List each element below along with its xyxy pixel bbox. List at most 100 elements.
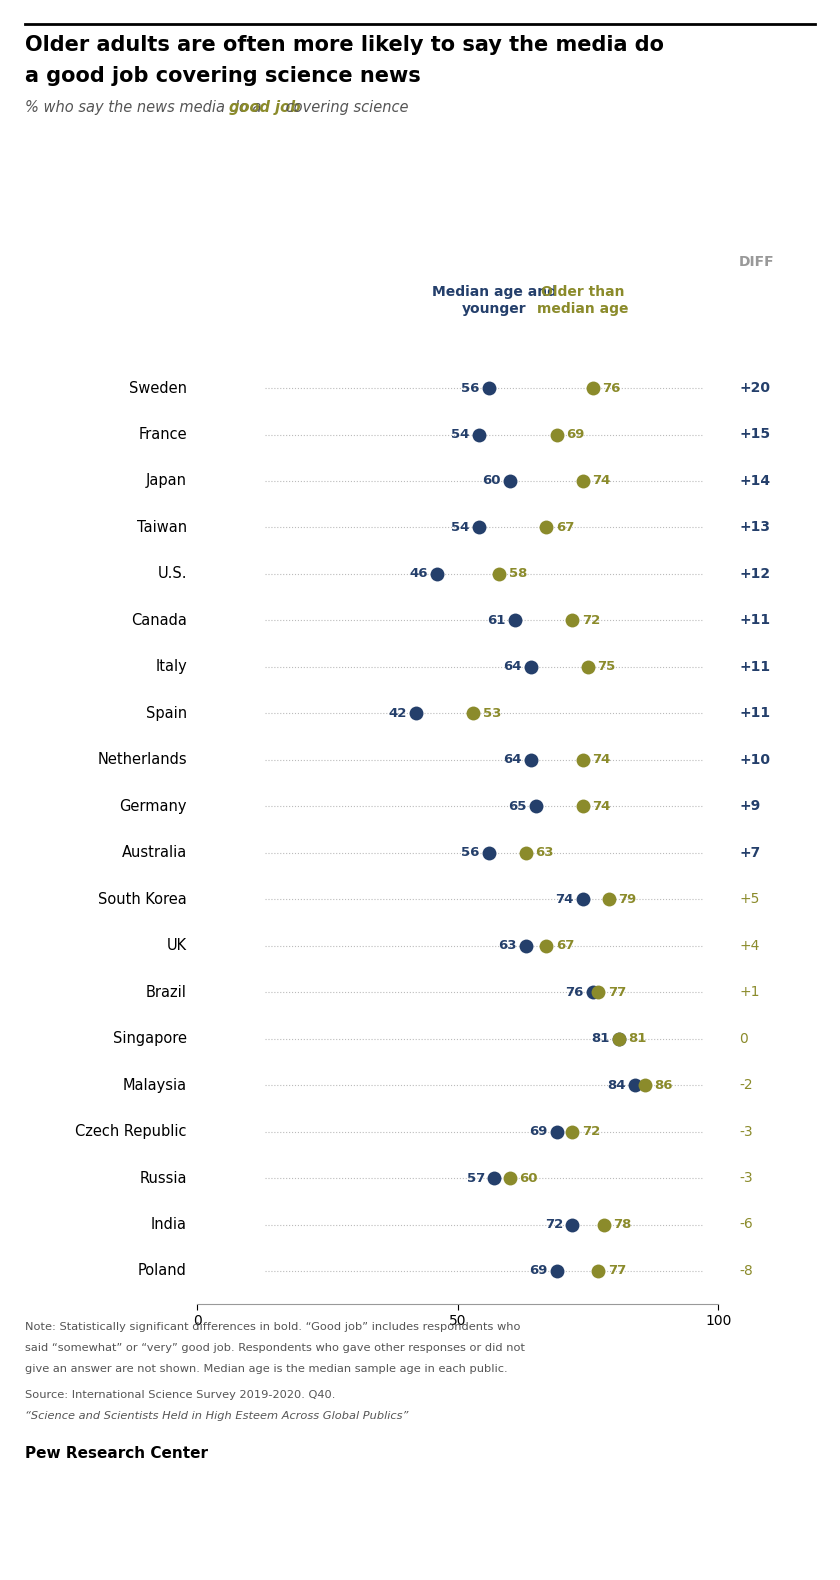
Text: 57: 57 — [467, 1171, 485, 1185]
Point — [472, 515, 486, 540]
Point — [508, 608, 522, 634]
Text: 63: 63 — [497, 939, 516, 953]
Point — [576, 793, 590, 818]
Text: 53: 53 — [483, 706, 501, 720]
Text: +7: +7 — [739, 845, 760, 860]
Text: +10: +10 — [739, 752, 770, 766]
Point — [597, 1212, 611, 1237]
Text: 67: 67 — [556, 521, 574, 534]
Text: 79: 79 — [618, 893, 637, 905]
Text: 72: 72 — [545, 1218, 563, 1231]
Point — [550, 1119, 564, 1144]
Text: Taiwan: Taiwan — [137, 520, 187, 536]
Point — [591, 1258, 605, 1283]
Point — [539, 515, 553, 540]
Text: -2: -2 — [739, 1078, 753, 1092]
Text: Russia: Russia — [139, 1171, 187, 1185]
Text: good job: good job — [229, 100, 301, 114]
Point — [565, 1212, 579, 1237]
Text: 61: 61 — [487, 615, 506, 627]
Text: % who say the news media do a: % who say the news media do a — [25, 100, 266, 114]
Text: 54: 54 — [451, 428, 470, 441]
Point — [576, 886, 590, 912]
Text: Older adults are often more likely to say the media do: Older adults are often more likely to sa… — [25, 35, 664, 55]
Text: Sweden: Sweden — [129, 381, 187, 395]
Text: 56: 56 — [461, 381, 480, 395]
Text: DIFF: DIFF — [739, 254, 774, 269]
Text: 77: 77 — [608, 986, 626, 999]
Text: 74: 74 — [592, 754, 611, 766]
Point — [565, 1119, 579, 1144]
Point — [519, 841, 533, 866]
Text: 64: 64 — [503, 660, 522, 673]
Text: -8: -8 — [739, 1264, 753, 1278]
Text: +1: +1 — [739, 986, 759, 999]
Text: 64: 64 — [503, 754, 522, 766]
Text: Netherlands: Netherlands — [97, 752, 187, 768]
Text: 72: 72 — [582, 1125, 600, 1138]
Point — [602, 886, 616, 912]
Text: 56: 56 — [461, 847, 480, 860]
Text: +4: +4 — [739, 939, 759, 953]
Text: Malaysia: Malaysia — [123, 1078, 187, 1093]
Point — [487, 1166, 501, 1191]
Text: France: France — [139, 427, 187, 442]
Text: U.S.: U.S. — [157, 566, 187, 581]
Text: India: India — [151, 1217, 187, 1232]
Point — [612, 1025, 626, 1051]
Point — [430, 561, 444, 586]
Text: 46: 46 — [409, 567, 428, 580]
Point — [409, 700, 423, 725]
Text: 74: 74 — [555, 893, 574, 905]
Text: 60: 60 — [519, 1171, 538, 1185]
Point — [550, 422, 564, 447]
Point — [565, 608, 579, 634]
Text: +15: +15 — [739, 428, 770, 441]
Point — [529, 793, 543, 818]
Point — [467, 700, 480, 725]
Text: +13: +13 — [739, 520, 770, 534]
Text: 76: 76 — [602, 381, 621, 395]
Text: covering science: covering science — [281, 100, 409, 114]
Point — [576, 747, 590, 773]
Text: +11: +11 — [739, 706, 770, 720]
Text: 60: 60 — [482, 474, 501, 488]
Text: 75: 75 — [597, 660, 616, 673]
Text: Note: Statistically significant differences in bold. “Good job” includes respond: Note: Statistically significant differen… — [25, 1322, 521, 1332]
Text: Czech Republic: Czech Republic — [76, 1123, 187, 1139]
Point — [586, 980, 600, 1005]
Text: +20: +20 — [739, 381, 770, 395]
Text: 69: 69 — [529, 1264, 548, 1278]
Text: 81: 81 — [591, 1032, 610, 1044]
Point — [586, 376, 600, 401]
Text: Australia: Australia — [122, 845, 187, 860]
Text: 65: 65 — [508, 799, 527, 812]
Text: Poland: Poland — [138, 1264, 187, 1278]
Point — [628, 1073, 642, 1098]
Text: Median age and
younger: Median age and younger — [432, 284, 557, 316]
Point — [519, 934, 533, 959]
Point — [524, 654, 538, 679]
Text: Source: International Science Survey 2019-2020. Q40.: Source: International Science Survey 201… — [25, 1390, 335, 1400]
Text: 67: 67 — [556, 939, 574, 953]
Text: +11: +11 — [739, 613, 770, 627]
Text: Japan: Japan — [146, 474, 187, 488]
Text: 58: 58 — [509, 567, 528, 580]
Text: +11: +11 — [739, 660, 770, 673]
Text: Older than
median age: Older than median age — [537, 284, 628, 316]
Point — [576, 468, 590, 493]
Point — [539, 934, 553, 959]
Text: a good job covering science news: a good job covering science news — [25, 66, 421, 87]
Text: 76: 76 — [565, 986, 584, 999]
Point — [638, 1073, 652, 1098]
Text: 74: 74 — [592, 799, 611, 812]
Point — [503, 468, 517, 493]
Text: UK: UK — [167, 939, 187, 953]
Text: Brazil: Brazil — [146, 984, 187, 1000]
Point — [591, 980, 605, 1005]
Text: 54: 54 — [451, 521, 470, 534]
Text: +12: +12 — [739, 567, 770, 581]
Text: 69: 69 — [529, 1125, 548, 1138]
Text: -6: -6 — [739, 1218, 753, 1231]
Text: 77: 77 — [608, 1264, 626, 1278]
